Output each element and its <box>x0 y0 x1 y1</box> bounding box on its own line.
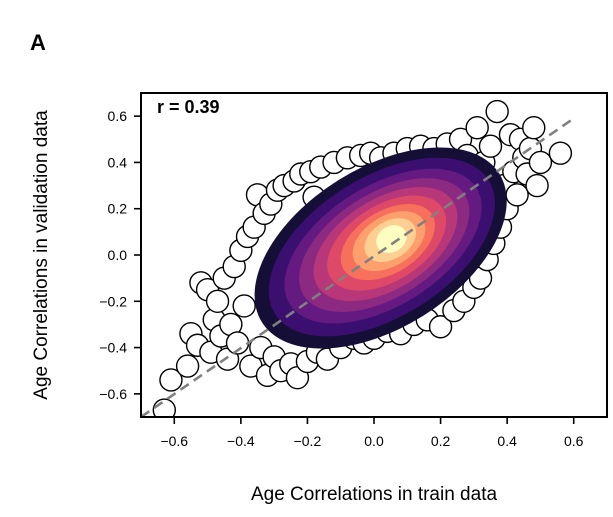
scatter-point <box>505 183 529 207</box>
scatter-point <box>528 150 553 175</box>
density-overlay <box>254 147 507 349</box>
x-axis-label: Age Correlations in train data <box>251 484 498 505</box>
scatter-point <box>522 116 546 140</box>
density-contour <box>376 225 407 253</box>
y-tick-label: −0.4 <box>99 340 127 356</box>
scatter-point <box>548 141 573 165</box>
scatter-point <box>525 173 549 198</box>
x-tick-label: 0.2 <box>431 433 451 449</box>
scatter-point <box>465 116 489 140</box>
x-tick-label: −0.2 <box>294 433 322 449</box>
x-tick-label: −0.4 <box>227 433 255 449</box>
scatter-point <box>428 315 453 339</box>
x-tick-label: 0.6 <box>564 433 584 449</box>
y-tick-label: −0.2 <box>99 293 127 309</box>
x-tick-label: 0.4 <box>497 433 517 449</box>
x-tick-label: −0.6 <box>160 433 188 449</box>
scatter-point <box>175 354 200 378</box>
scatter-point <box>232 294 256 318</box>
y-axis-label: Age Correlations in validation data <box>31 110 52 400</box>
scatter-point <box>485 99 509 124</box>
y-tick-label: 0.6 <box>108 108 128 124</box>
scatter-point <box>478 134 503 158</box>
reference-line <box>141 117 575 417</box>
scatter-point <box>205 289 230 313</box>
x-axis: −0.6 −0.4 −0.2 0.0 0.2 0.4 0.6 <box>160 417 584 449</box>
scatter-point <box>159 368 183 392</box>
x-tick-label: 0.0 <box>364 433 384 449</box>
panel-label: A <box>30 30 46 55</box>
y-tick-label: 0.0 <box>108 247 128 263</box>
y-axis: −0.6 −0.4 −0.2 0.0 0.2 0.4 0.6 <box>99 108 141 402</box>
correlation-annotation: r = 0.39 <box>157 97 220 117</box>
y-tick-label: 0.2 <box>108 201 128 217</box>
y-tick-label: 0.4 <box>108 154 128 170</box>
plot-area <box>141 99 575 417</box>
y-tick-label: −0.6 <box>99 386 127 402</box>
